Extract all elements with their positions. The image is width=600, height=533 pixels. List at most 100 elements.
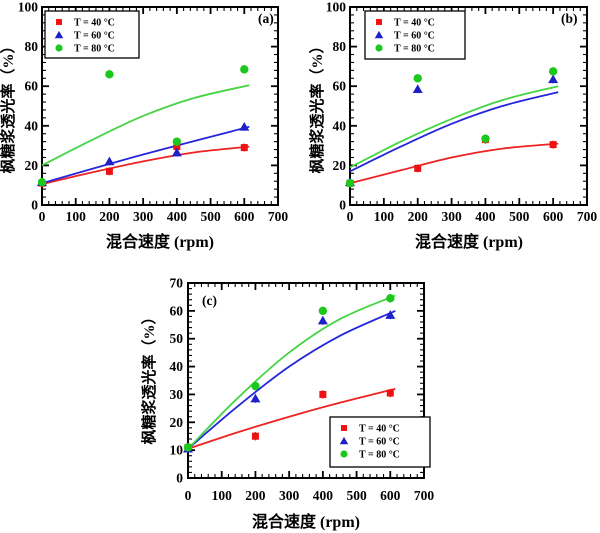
plot-frame [349, 6, 588, 206]
legend-marker [55, 44, 63, 52]
y-tick-label: 50 [170, 331, 184, 346]
y-axis-title: 枫糖浆透光率（%） [140, 309, 158, 444]
x-axis-title: 混合速度 (rpm) [415, 232, 523, 251]
chart-c-svg: 0 100 200 300 400 500 600 700 0 10 20 30 40 50 60 70 混合速… [140, 276, 434, 532]
data-point [240, 144, 248, 152]
plot-frame [41, 6, 279, 206]
x-tick-label: 400 [313, 488, 334, 503]
fit-curve [187, 294, 396, 450]
x-tick-label: 0 [185, 488, 192, 503]
data-point [548, 74, 559, 84]
y-tick-label: 80 [333, 39, 347, 54]
data-point [385, 310, 396, 319]
y-tick-label: 40 [170, 359, 184, 374]
x-tick-label: 400 [167, 209, 188, 224]
legend-label: T = 40 °C [74, 18, 115, 29]
x-tick-label: 600 [543, 209, 564, 224]
x-tick-label: 100 [66, 209, 87, 224]
axes [41, 6, 279, 206]
data-point [104, 156, 115, 166]
x-tick-label: 0 [39, 209, 46, 224]
fit-curve [41, 125, 250, 185]
data-point [317, 315, 328, 325]
x-axis-title: 混合速度 (rpm) [106, 232, 214, 251]
panel-label: (c) [202, 293, 217, 308]
data-point [414, 164, 422, 172]
legend-label: T = 80 °C [394, 44, 435, 55]
data-point [386, 389, 394, 397]
x-axis-title: 混合速度 (rpm) [252, 512, 360, 531]
data-point [239, 121, 250, 131]
legend-label: T = 60 °C [74, 31, 115, 42]
legend-label: T = 40 °C [394, 18, 435, 29]
fit-curve [349, 85, 559, 169]
chart-a-svg: 0 100 200 300 400 500 600 700 0 20 40 60 80 100 混合速度 (… [0, 0, 289, 251]
x-tick-label: 200 [245, 488, 266, 503]
legend-marker [340, 450, 348, 458]
y-axis-title: 枫糖浆透光率（%） [0, 38, 17, 173]
legend-marker [54, 30, 64, 39]
plot-frame [187, 282, 425, 479]
x-tick-label: 400 [475, 209, 496, 224]
data-point [172, 137, 182, 146]
legend-marker [374, 30, 384, 39]
fit-curves [41, 84, 250, 186]
fit-curve [41, 145, 250, 186]
panel-a: 0 100 200 300 400 500 600 700 0 20 40 60 80 100 混合速度 (… [0, 0, 300, 262]
panel-label: (a) [258, 11, 274, 26]
y-tick-label: 20 [170, 415, 184, 430]
data-point [319, 390, 327, 398]
legend: T = 40 °C T = 60 °C T = 80 °C [364, 10, 466, 60]
x-tick-label: 100 [212, 488, 233, 503]
x-tick-label: 500 [200, 209, 221, 224]
data-point [250, 393, 261, 403]
data-point [412, 84, 423, 93]
fit-curve [41, 84, 250, 167]
x-tick-label: 600 [380, 488, 401, 503]
x-tick-label: 700 [577, 209, 598, 224]
y-tick-label: 0 [31, 198, 38, 213]
legend-marker [341, 425, 347, 431]
data-point [105, 70, 114, 79]
legend-label: T = 40 °C [359, 424, 400, 435]
data-point [173, 143, 181, 151]
data-point [251, 381, 260, 391]
legend: T = 40 °C T = 60 °C T = 80 °C [44, 10, 140, 59]
legend-box [364, 10, 466, 60]
tick-labels: 0 100 200 300 400 500 600 700 0 20 40 60 80 100 [326, 0, 598, 224]
data-points [37, 65, 250, 188]
data-point [481, 134, 490, 143]
data-point [386, 294, 395, 303]
legend-label: T = 80 °C [74, 44, 115, 55]
x-tick-label: 0 [347, 209, 354, 224]
x-tick-label: 300 [133, 209, 154, 224]
legend: T = 40 °C T = 60 °C T = 80 °C [329, 416, 431, 468]
y-tick-label: 70 [170, 276, 184, 291]
data-point [549, 141, 557, 149]
data-points [345, 67, 559, 188]
y-tick-label: 60 [333, 79, 347, 94]
fit-curve [187, 310, 396, 450]
y-tick-label: 100 [18, 0, 39, 15]
panel-label: (b) [561, 11, 578, 26]
fit-curves [349, 85, 559, 185]
y-tick-label: 40 [25, 118, 39, 133]
data-point [240, 65, 249, 74]
x-tick-label: 500 [346, 488, 367, 503]
data-point [171, 147, 182, 157]
y-tick-label: 0 [339, 198, 346, 213]
y-tick-label: 100 [326, 0, 347, 15]
y-tick-label: 60 [25, 79, 39, 94]
legend-marker [375, 44, 383, 52]
y-tick-label: 10 [170, 443, 184, 458]
data-point [413, 74, 422, 83]
y-tick-label: 0 [176, 471, 183, 486]
y-tick-label: 20 [333, 158, 347, 173]
data-point [318, 306, 328, 316]
legend-label: T = 80 °C [359, 450, 400, 461]
tick-labels: 0 100 200 300 400 500 600 700 0 20 40 60 80 100 [18, 0, 289, 224]
chart-b-svg: 0 100 200 300 400 500 600 700 0 20 40 60 80 100 混合速度 (… [308, 0, 598, 251]
panel-b: 0 100 200 300 400 500 600 700 0 20 40 60 80 100 混合速度 (… [308, 0, 600, 262]
data-point [548, 67, 558, 76]
